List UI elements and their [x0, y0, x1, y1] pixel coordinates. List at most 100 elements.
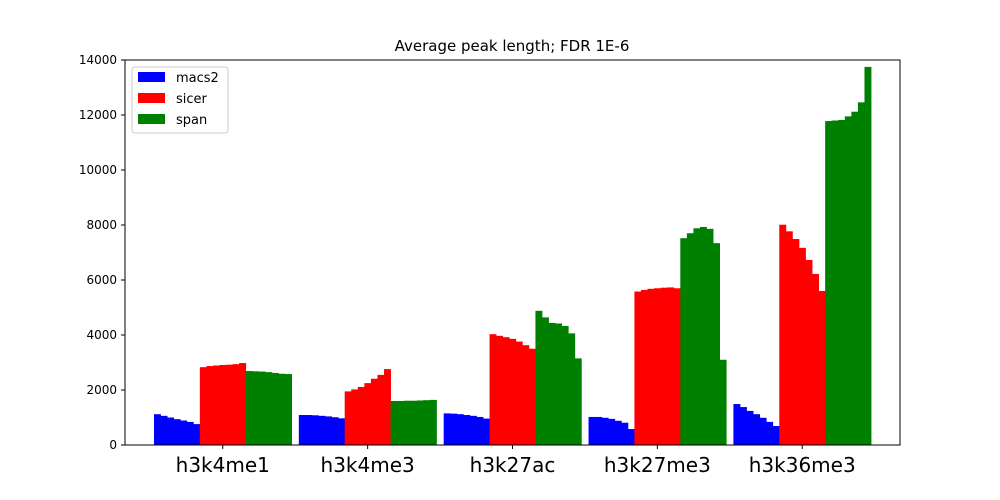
bar-sicer-h3k4me3-4	[364, 383, 372, 446]
bar-macs2-h3k4me1-4	[173, 419, 181, 445]
bar-sicer-h3k36me3-6	[812, 273, 819, 445]
bar-macs2-h3k36me3-5	[759, 417, 767, 445]
bar-macs2-h3k4me1-1	[153, 414, 161, 445]
bar-macs2-h3k4me1-3	[167, 417, 175, 445]
bar-macs2-h3k27ac-7	[483, 418, 490, 445]
y-tick-label: 0	[109, 438, 117, 452]
bar-span-h3k4me3-6	[423, 400, 431, 445]
legend-label-sicer: sicer	[176, 92, 208, 107]
bar-macs2-h3k36me3-6	[766, 421, 774, 445]
bar-sicer-h3k27ac-5	[515, 341, 523, 445]
bar-sicer-h3k4me3-5	[370, 378, 378, 445]
legend-swatch-sicer	[138, 93, 165, 103]
bar-macs2-h3k4me3-6	[331, 417, 339, 445]
bar-span-h3k36me3-5	[851, 111, 859, 445]
y-tick-label: 4000	[86, 328, 117, 342]
bar-span-h3k4me1-4	[265, 372, 273, 446]
bar-sicer-h3k27ac-7	[528, 348, 536, 445]
bar-sicer-h3k27ac-2	[496, 335, 504, 445]
y-tick-label: 6000	[86, 273, 117, 287]
bar-sicer-h3k4me3-6	[377, 374, 385, 446]
bar-sicer-h3k27ac-4	[509, 338, 517, 445]
x-tick-label-h3k4me3: h3k4me3	[321, 453, 415, 477]
bar-sicer-h3k27me3-1	[634, 291, 642, 445]
bar-macs2-h3k27me3-6	[621, 422, 629, 445]
bar-sicer-h3k4me3-2	[351, 389, 359, 445]
bar-span-h3k27ac-6	[568, 333, 576, 445]
y-tick-label: 2000	[86, 383, 117, 397]
bar-span-h3k36me3-6	[857, 102, 865, 445]
bar-macs2-h3k4me3-4	[318, 415, 326, 445]
bar-span-h3k36me3-4	[844, 116, 852, 446]
bar-macs2-h3k4me1-7	[193, 424, 201, 445]
bar-macs2-h3k27me3-5	[614, 420, 622, 445]
bar-macs2-h3k27me3-7	[627, 429, 635, 445]
bar-macs2-h3k27ac-5	[469, 415, 477, 445]
bar-sicer-h3k4me1-5	[226, 364, 234, 445]
bar-macs2-h3k4me1-2	[160, 415, 168, 445]
bars-group	[153, 66, 872, 446]
bar-span-h3k27me3-2	[686, 233, 694, 445]
bar-span-h3k27me3-1	[680, 238, 688, 445]
bar-span-h3k36me3-2	[831, 120, 839, 445]
bar-span-h3k36me3-3	[838, 119, 846, 445]
x-tick-label-h3k27ac: h3k27ac	[470, 453, 556, 477]
bar-sicer-h3k4me1-6	[232, 364, 240, 445]
bar-span-h3k27ac-5	[561, 325, 569, 445]
legend: macs2 sicer span	[131, 66, 229, 134]
x-tick-label-h3k36me3: h3k36me3	[749, 453, 856, 477]
legend-label-macs2: macs2	[176, 71, 219, 86]
bar-span-h3k36me3-1	[825, 121, 833, 446]
y-tick-label: 8000	[86, 218, 117, 232]
bar-sicer-h3k4me3-7	[384, 369, 391, 445]
bar-span-h3k4me1-3	[258, 371, 266, 445]
bar-sicer-h3k4me1-7	[239, 363, 247, 445]
bar-sicer-h3k27ac-3	[502, 337, 510, 445]
plot-frame	[124, 59, 901, 446]
bar-macs2-h3k4me3-2	[305, 415, 313, 445]
legend-swatch-macs2	[138, 72, 165, 82]
bar-macs2-h3k27me3-2	[595, 416, 603, 445]
bar-sicer-h3k4me1-1	[199, 367, 207, 445]
bar-sicer-h3k27me3-6	[667, 287, 675, 445]
bar-span-h3k27me3-6	[713, 243, 721, 445]
bar-sicer-h3k36me3-4	[798, 247, 806, 445]
bar-macs2-h3k4me1-6	[186, 421, 194, 445]
y-tick-label: 12000	[79, 108, 117, 122]
bar-macs2-h3k27ac-2	[450, 413, 458, 445]
x-tick-label-h3k27me3: h3k27me3	[604, 453, 711, 477]
bar-sicer-h3k4me3-3	[357, 386, 365, 445]
bar-span-h3k27me3-7	[719, 359, 727, 445]
bar-macs2-h3k36me3-3	[746, 410, 754, 445]
bar-sicer-h3k27me3-3	[647, 288, 655, 445]
bar-sicer-h3k36me3-1	[779, 224, 787, 445]
bar-macs2-h3k36me3-2	[739, 407, 747, 445]
bar-span-h3k4me1-6	[278, 373, 286, 445]
bar-span-h3k27ac-2	[541, 317, 549, 445]
bar-sicer-h3k27me3-4	[654, 288, 662, 445]
y-tick-label: 10000	[79, 163, 117, 177]
bar-macs2-h3k27ac-3	[456, 414, 464, 445]
bar-macs2-h3k36me3-7	[772, 426, 780, 445]
bar-span-h3k4me1-7	[285, 374, 292, 445]
bar-span-h3k4me1-5	[271, 372, 279, 445]
bar-macs2-h3k36me3-4	[753, 414, 761, 445]
bar-span-h3k27ac-7	[574, 358, 582, 446]
bar-sicer-h3k36me3-5	[805, 259, 813, 445]
bar-macs2-h3k27ac-1	[443, 413, 451, 446]
bar-macs2-h3k27me3-1	[588, 416, 596, 445]
bar-macs2-h3k4me1-5	[180, 420, 188, 445]
bar-sicer-h3k27me3-7	[673, 288, 681, 445]
x-tick-label-h3k4me1: h3k4me1	[176, 453, 270, 477]
bar-macs2-h3k4me3-3	[311, 415, 319, 445]
bar-span-h3k27me3-3	[693, 228, 701, 445]
bar-span-h3k4me3-4	[410, 400, 418, 445]
bar-sicer-h3k4me3-1	[344, 391, 352, 446]
bar-span-h3k4me3-3	[403, 400, 411, 445]
bar-span-h3k27ac-1	[535, 310, 543, 445]
bar-sicer-h3k27me3-5	[660, 287, 668, 445]
bar-macs2-h3k27me3-3	[601, 417, 609, 445]
bar-span-h3k27ac-4	[555, 323, 563, 445]
